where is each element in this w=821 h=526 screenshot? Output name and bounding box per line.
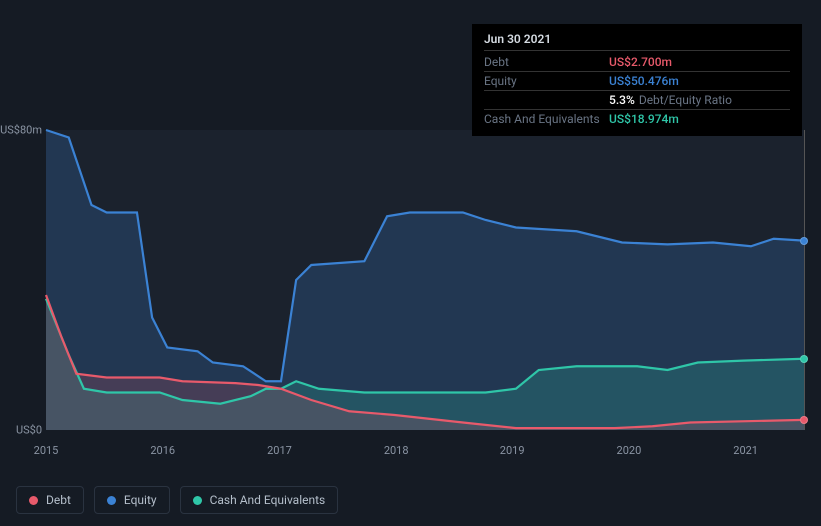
tooltip-row-value: US$18.974m — [609, 112, 679, 126]
end-marker-cash — [800, 355, 808, 363]
x-axis-label: 2020 — [617, 444, 642, 457]
end-marker-equity — [800, 237, 808, 245]
legend-label: Equity — [124, 493, 157, 507]
x-axis-label: 2017 — [267, 444, 292, 457]
tooltip-row-extra: Debt/Equity Ratio — [639, 93, 732, 107]
chart-legend: Debt Equity Cash And Equivalents — [16, 486, 338, 514]
legend-item-debt[interactable]: Debt — [16, 486, 84, 514]
end-marker-debt — [800, 416, 808, 424]
legend-item-cash-and-equivalents[interactable]: Cash And Equivalents — [180, 486, 339, 514]
legend-label: Debt — [46, 493, 71, 507]
legend-dot — [193, 496, 202, 505]
x-axis-label: 2015 — [34, 444, 59, 457]
tooltip-row-label: Equity — [484, 74, 609, 88]
chart-tooltip: Jun 30 2021 DebtUS$2.700mEquityUS$50.476… — [472, 24, 802, 136]
cursor-line — [804, 130, 805, 430]
x-axis-label: 2021 — [733, 444, 758, 457]
tooltip-row-value: US$50.476m — [609, 74, 679, 88]
tooltip-row: 5.3% Debt/Equity Ratio — [484, 91, 790, 110]
legend-label: Cash And Equivalents — [210, 493, 326, 507]
tooltip-row-value: 5.3% — [609, 93, 635, 107]
legend-item-equity[interactable]: Equity — [94, 486, 170, 514]
tooltip-row-value: US$2.700m — [609, 55, 672, 69]
x-axis-label: 2019 — [500, 444, 525, 457]
x-axis-label: 2018 — [384, 444, 409, 457]
plot-area[interactable] — [46, 130, 804, 430]
legend-dot — [29, 496, 38, 505]
x-axis-label: 2016 — [150, 444, 175, 457]
y-axis-label: US$0 — [16, 424, 42, 437]
tooltip-row-label — [484, 93, 609, 107]
y-axis-label: US$80m — [0, 124, 42, 137]
tooltip-row: DebtUS$2.700m — [484, 53, 790, 72]
tooltip-row-label: Debt — [484, 55, 609, 69]
tooltip-row: EquityUS$50.476m — [484, 72, 790, 91]
tooltip-row: Cash And EquivalentsUS$18.974m — [484, 110, 790, 128]
legend-dot — [107, 496, 116, 505]
tooltip-row-label: Cash And Equivalents — [484, 112, 609, 126]
tooltip-date: Jun 30 2021 — [484, 32, 790, 51]
financial-chart: US$80mUS$0 2015201620172018201920202021 — [16, 120, 806, 500]
